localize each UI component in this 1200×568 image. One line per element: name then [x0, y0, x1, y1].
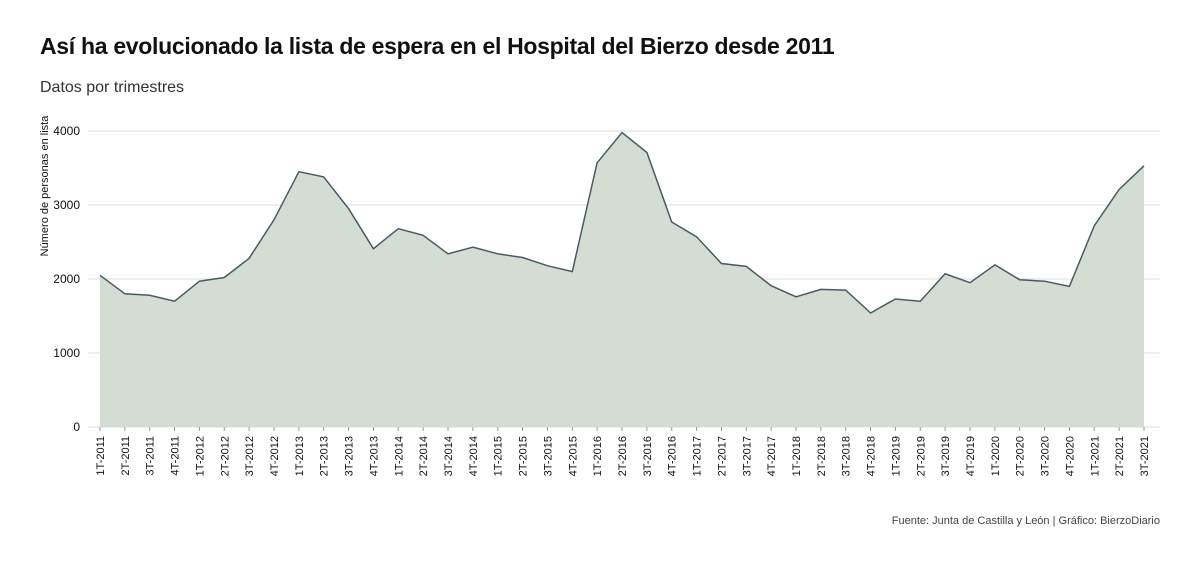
x-tick-label: 3T-2018 — [841, 436, 853, 476]
area-fill — [100, 132, 1144, 427]
x-tick-label: 4T-2019 — [965, 436, 977, 476]
x-tick-label: 3T-2011 — [145, 436, 157, 476]
x-tick-label: 2T-2012 — [219, 436, 231, 476]
x-tick-label: 1T-2018 — [791, 436, 803, 476]
x-tick-label: 4T-2016 — [667, 436, 679, 476]
x-tick-label: 4T-2018 — [866, 436, 878, 476]
x-tick-label: 2T-2016 — [617, 436, 629, 476]
x-tick-label: 3T-2014 — [443, 436, 455, 476]
x-tick-label: 2T-2017 — [716, 436, 728, 476]
x-tick-label: 3T-2020 — [1040, 436, 1052, 476]
x-tick-label: 1T-2019 — [890, 436, 902, 476]
x-tick-label: 3T-2013 — [344, 436, 356, 476]
y-axis-label: Número de personas en lista — [39, 115, 51, 257]
x-tick-label: 3T-2016 — [642, 436, 654, 476]
x-tick-label: 1T-2011 — [95, 436, 107, 476]
y-tick-label: 2000 — [53, 272, 80, 286]
x-tick-label: 1T-2017 — [692, 436, 704, 476]
x-tick-label: 4T-2012 — [269, 436, 281, 476]
x-tick-label: 4T-2020 — [1064, 436, 1076, 476]
x-tick-label: 2T-2014 — [418, 436, 430, 476]
x-tick-label: 2T-2013 — [319, 436, 331, 476]
x-tick-label: 1T-2013 — [294, 436, 306, 476]
x-tick-label: 3T-2017 — [741, 436, 753, 476]
x-tick-label: 2T-2018 — [816, 436, 828, 476]
x-tick-label: 1T-2020 — [990, 436, 1002, 476]
x-tick-label: 4T-2014 — [468, 436, 480, 476]
chart-title: Así ha evolucionado la lista de espera e… — [40, 33, 835, 59]
x-tick-label: 3T-2012 — [244, 436, 256, 476]
series-line — [99, 131, 1145, 314]
x-tick-label: 1T-2015 — [493, 436, 505, 476]
y-axis-ticks: 0 1000 2000 3000 4000 — [53, 124, 80, 434]
y-tick-label: 3000 — [53, 198, 80, 212]
x-tick-label: 4T-2013 — [368, 436, 380, 476]
x-tick-label: 3T-2021 — [1139, 436, 1151, 476]
x-tick-label: 2T-2021 — [1114, 436, 1126, 476]
x-tick-label: 4T-2011 — [170, 436, 182, 476]
source-note: Fuente: Junta de Castilla y León | Gráfi… — [891, 515, 1160, 527]
y-tick-label: 4000 — [53, 124, 80, 138]
x-tick-label: 1T-2016 — [592, 436, 604, 476]
y-tick-label: 1000 — [53, 346, 80, 360]
y-tick-label: 0 — [73, 420, 80, 434]
x-tick-label: 2T-2015 — [518, 436, 530, 476]
chart-subtitle: Datos por trimestres — [40, 79, 185, 96]
x-tick-label: 1T-2014 — [393, 436, 405, 476]
x-tick-label: 4T-2017 — [766, 436, 778, 476]
x-tick-label: 2T-2011 — [120, 436, 132, 476]
x-tick-label: 4T-2015 — [567, 436, 579, 476]
x-axis-ticks: 1T-2011 2T-2011 3T-2011 4T-2011 1T-2012 2T-20… — [95, 427, 1151, 476]
x-tick-label: 3T-2019 — [940, 436, 952, 476]
x-tick-label: 2T-2020 — [1015, 436, 1027, 476]
x-tick-label: 2T-2019 — [915, 436, 927, 476]
x-tick-label: 1T-2012 — [194, 436, 206, 476]
x-tick-label: 3T-2015 — [542, 436, 554, 476]
x-tick-label: 1T-2021 — [1089, 436, 1101, 476]
